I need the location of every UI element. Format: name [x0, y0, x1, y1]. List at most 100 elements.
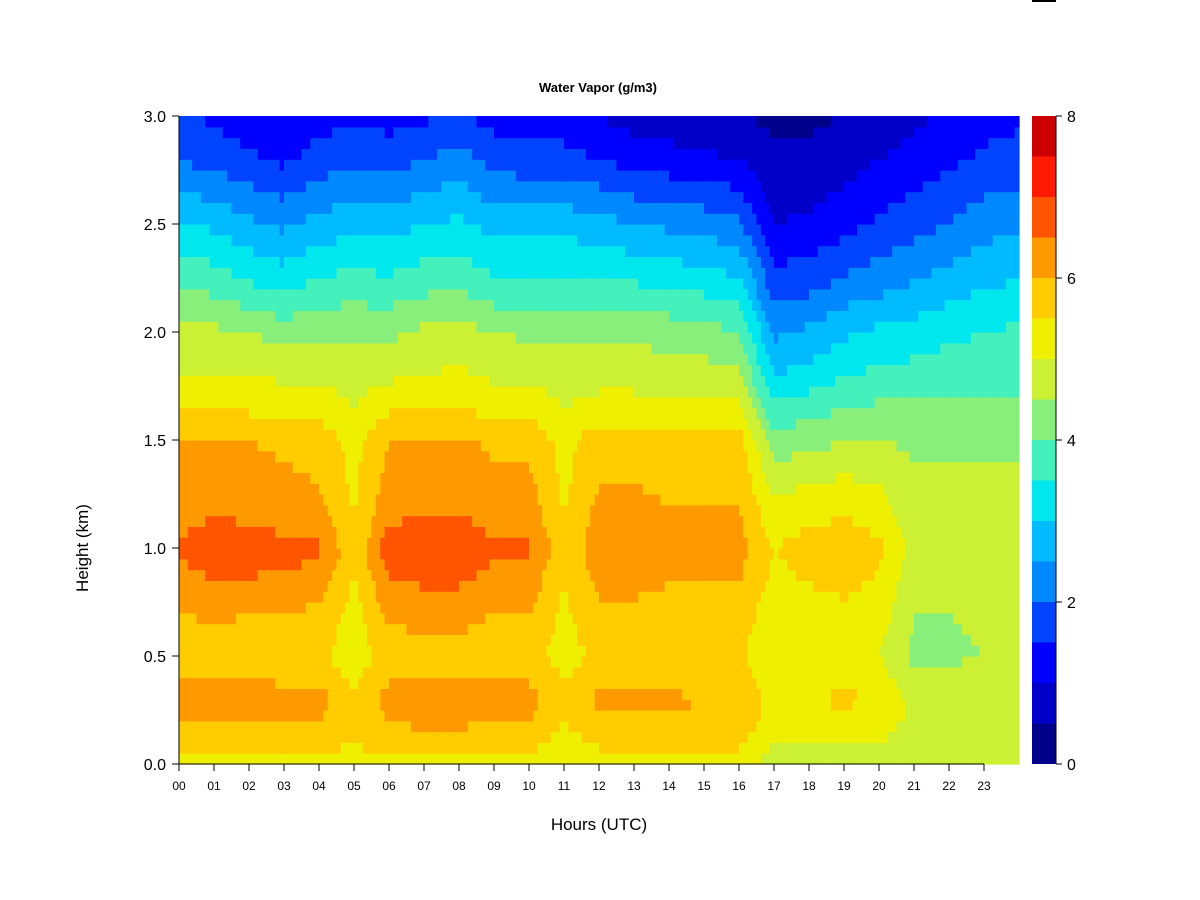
heatmap-cell	[419, 278, 425, 290]
heatmap-cell	[489, 159, 495, 171]
heatmap-cell	[485, 191, 491, 203]
heatmap-cell	[227, 386, 233, 398]
heatmap-cell	[515, 720, 521, 733]
heatmap-cell	[415, 612, 421, 625]
heatmap-cell	[467, 126, 473, 139]
heatmap-cell	[257, 429, 263, 441]
heatmap-cell	[301, 180, 307, 193]
heatmap-cell	[310, 267, 316, 279]
heatmap-cell	[231, 666, 237, 679]
heatmap-cell	[319, 310, 324, 322]
heatmap-cell	[284, 386, 289, 398]
heatmap-cell	[253, 321, 259, 333]
heatmap-cell	[358, 558, 364, 571]
heatmap-cell	[222, 450, 228, 463]
heatmap-cell	[489, 710, 495, 722]
heatmap-cell	[402, 364, 408, 376]
heatmap-cell	[467, 602, 473, 614]
heatmap-cell	[445, 310, 451, 322]
heatmap-cell	[222, 666, 228, 679]
heatmap-cell	[459, 537, 464, 549]
heatmap-cell	[218, 504, 224, 517]
heatmap-cell	[192, 180, 198, 193]
heatmap-cell	[437, 429, 443, 441]
heatmap-cell	[319, 288, 324, 301]
heatmap-cell	[218, 310, 224, 322]
heatmap-cell	[222, 375, 228, 387]
heatmap-cell	[340, 461, 346, 473]
heatmap-cell	[205, 494, 211, 506]
heatmap-cell	[371, 440, 377, 452]
heatmap-cell	[266, 580, 272, 592]
heatmap-cell	[432, 537, 438, 549]
heatmap-cell	[345, 332, 351, 344]
heatmap-cell	[257, 623, 263, 635]
heatmap-cell	[209, 213, 215, 225]
heatmap-cell	[507, 256, 513, 268]
heatmap-cell	[472, 321, 478, 333]
heatmap-cell	[179, 321, 184, 333]
heatmap-cell	[349, 537, 355, 549]
heatmap-cell	[270, 645, 276, 657]
heatmap-cell	[354, 234, 359, 247]
heatmap-cell	[441, 677, 447, 689]
heatmap-cell	[437, 213, 443, 225]
heatmap-cell	[520, 288, 526, 301]
heatmap-cell	[419, 299, 425, 311]
heatmap-cell	[183, 202, 189, 214]
heatmap-cell	[183, 591, 189, 603]
heatmap-cell	[358, 126, 364, 139]
heatmap-cell	[467, 526, 473, 538]
heatmap-cell	[367, 450, 373, 463]
heatmap-cell	[402, 180, 408, 193]
heatmap-cell	[437, 688, 443, 700]
heatmap-cell	[345, 483, 351, 495]
heatmap-cell	[266, 407, 272, 419]
heatmap-cell	[432, 170, 438, 182]
heatmap-cell	[459, 461, 464, 473]
heatmap-cell	[406, 645, 412, 657]
heatmap-cell	[410, 688, 416, 700]
heatmap-cell	[393, 321, 399, 333]
heatmap-cell	[437, 440, 443, 452]
heatmap-cell	[371, 407, 377, 419]
heatmap-cell	[511, 580, 517, 592]
heatmap-cell	[410, 224, 416, 236]
heatmap-cell	[270, 418, 276, 430]
heatmap-cell	[257, 159, 263, 171]
heatmap-cell	[419, 580, 425, 592]
heatmap-cell	[222, 332, 228, 344]
heatmap-cell	[209, 742, 215, 754]
heatmap-cell	[415, 224, 421, 236]
heatmap-cell	[380, 126, 386, 139]
heatmap-cell	[454, 666, 460, 679]
heatmap-cell	[354, 731, 359, 743]
heatmap-cell	[349, 170, 355, 182]
heatmap-cell	[467, 494, 473, 506]
heatmap-cell	[297, 159, 303, 171]
heatmap-cell	[463, 461, 469, 473]
heatmap-cell	[524, 450, 530, 463]
heatmap-cell	[362, 634, 368, 646]
heatmap-cell	[218, 256, 224, 268]
heatmap-cell	[305, 699, 311, 711]
heatmap-cell	[214, 213, 219, 225]
heatmap-cell	[533, 364, 539, 376]
heatmap-cell	[424, 234, 429, 247]
heatmap-cell	[415, 558, 421, 571]
heatmap-cell	[253, 440, 259, 452]
heatmap-cell	[406, 591, 412, 603]
heatmap-cell	[240, 224, 246, 236]
heatmap-cell	[327, 278, 333, 290]
heatmap-cell	[494, 353, 499, 365]
heatmap-cell	[205, 461, 211, 473]
heatmap-cell	[454, 310, 460, 322]
heatmap-cell	[371, 418, 377, 430]
heatmap-cell	[270, 461, 276, 473]
heatmap-cell	[253, 483, 259, 495]
heatmap-cell	[524, 677, 530, 689]
heatmap-cell	[515, 256, 521, 268]
heatmap-cell	[445, 602, 451, 614]
heatmap-cell	[222, 623, 228, 635]
heatmap-cell	[310, 126, 316, 139]
